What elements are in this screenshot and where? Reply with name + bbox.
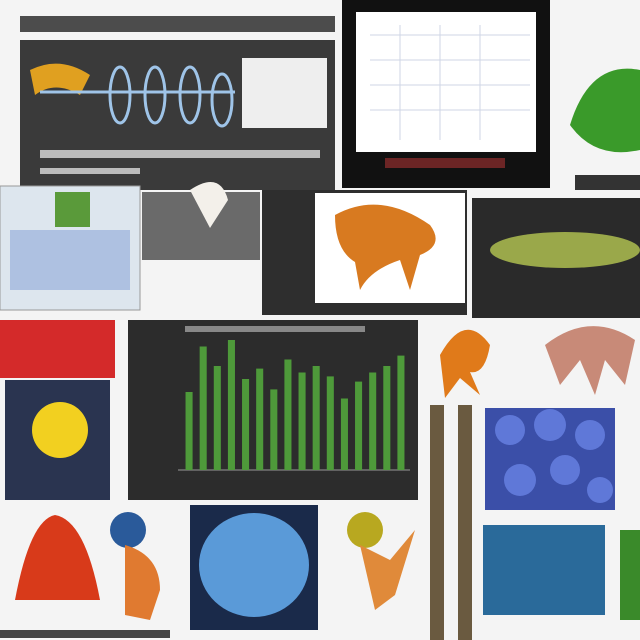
bar	[284, 359, 292, 470]
bars	[185, 340, 405, 470]
blue-brain	[199, 513, 309, 617]
footer-strip	[0, 630, 170, 638]
blue-sphere	[110, 512, 146, 548]
red-box	[0, 320, 115, 378]
bar	[355, 381, 363, 470]
bar	[397, 355, 405, 470]
bar	[256, 368, 264, 470]
orange-figure	[125, 545, 160, 620]
lens-shapes	[40, 65, 235, 128]
white-shape	[190, 182, 228, 228]
blue-panel	[483, 525, 605, 615]
bar	[227, 340, 235, 470]
tentacle-creature	[545, 326, 635, 395]
bar	[326, 376, 334, 470]
green-texture	[490, 232, 640, 268]
blue-block	[10, 230, 130, 290]
bar-panel-heading	[185, 326, 365, 332]
headline-strip	[20, 16, 335, 32]
bar	[340, 398, 348, 470]
vertical-strip	[430, 405, 444, 640]
caption-line	[40, 168, 140, 174]
bar	[213, 366, 221, 470]
orange-shape	[30, 63, 90, 95]
green-edge	[620, 530, 640, 620]
text-box	[242, 58, 327, 128]
bar	[185, 392, 193, 470]
green-block	[55, 192, 90, 227]
yellow-sphere	[347, 512, 383, 548]
vertical-strip	[458, 405, 472, 640]
chart-grid	[370, 25, 530, 140]
leaf	[570, 68, 640, 153]
bar	[199, 346, 207, 470]
bar	[383, 366, 391, 470]
bar	[242, 379, 250, 470]
cell-pattern	[495, 409, 613, 503]
orange-jelly	[440, 329, 490, 398]
orange-creature	[335, 204, 436, 290]
dark-strip	[575, 175, 640, 190]
yellow-sun	[32, 402, 88, 458]
orange-figure	[360, 530, 415, 610]
bar	[369, 372, 377, 470]
bar	[312, 366, 320, 470]
caption-line	[40, 150, 320, 158]
bar	[298, 372, 306, 470]
chart-caption	[385, 158, 505, 168]
chart-sheet	[356, 12, 536, 152]
bar	[270, 389, 278, 470]
red-anemone	[15, 515, 100, 600]
